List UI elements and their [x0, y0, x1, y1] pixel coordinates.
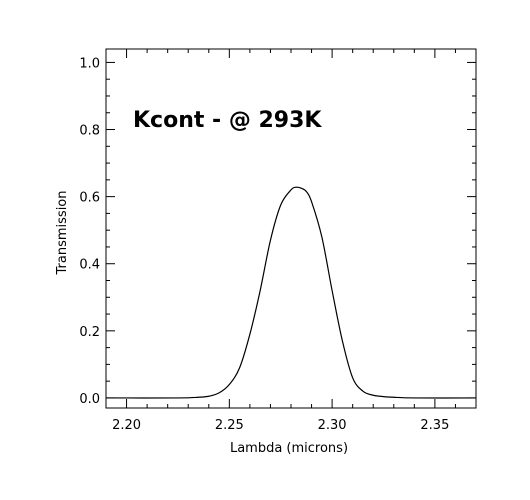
x-tick-label: 2.25	[215, 418, 244, 433]
series-line-transmission	[105, 186, 477, 399]
y-tick-label: 0.2	[79, 325, 100, 340]
y-axis-title: Transmission	[55, 191, 70, 276]
y-tick-label: 0.0	[79, 392, 100, 407]
x-tick-label: 2.20	[112, 418, 141, 433]
x-tick-label: 2.30	[318, 418, 347, 433]
x-axis-title: Lambda (microns)	[230, 441, 348, 456]
x-tick-label: 2.35	[420, 418, 449, 433]
y-tick-label: 0.6	[79, 191, 100, 206]
chart-annotation: Kcont - @ 293K	[133, 108, 322, 133]
x-axis-tick-labels: 2.20 2.25 2.30 2.35	[112, 418, 449, 433]
y-tick-label: 1.0	[79, 56, 100, 71]
x-axis-ticks	[105, 49, 477, 408]
plot-frame	[105, 48, 477, 409]
y-tick-label: 0.4	[79, 258, 100, 273]
y-axis-tick-labels: 0.0 0.2 0.4 0.6 0.8 1.0	[79, 56, 100, 407]
y-tick-label: 0.8	[79, 124, 100, 139]
